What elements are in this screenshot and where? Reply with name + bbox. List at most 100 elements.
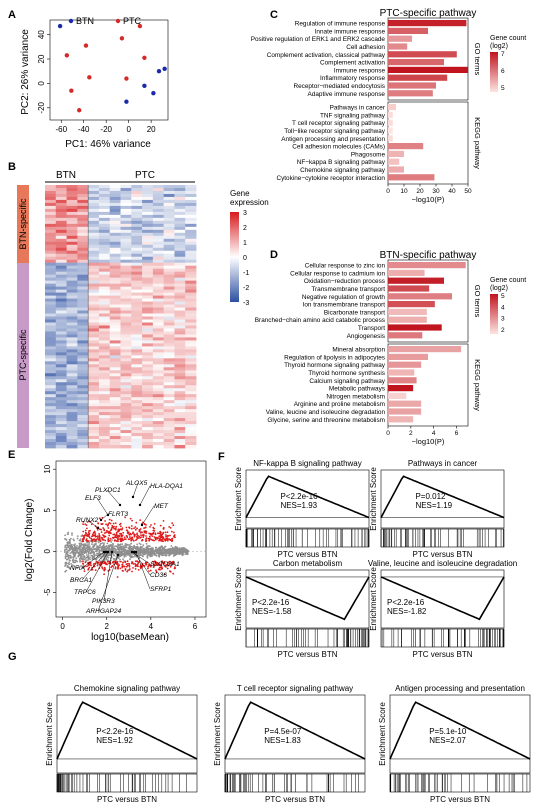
ma-point-ns — [93, 548, 96, 550]
heatmap-cell — [98, 358, 111, 362]
heatmap-cell — [109, 331, 121, 335]
heatmap-cell — [174, 283, 186, 288]
heatmap-cell — [174, 442, 186, 446]
ma-gene-leader — [106, 489, 121, 506]
heatmap-cell — [66, 190, 78, 195]
ma-point-sig — [116, 562, 119, 565]
ma-point-sig — [110, 566, 113, 569]
heatmap-cell — [163, 244, 175, 249]
heatmap-cell — [55, 364, 67, 368]
ma-point-sig — [122, 531, 125, 534]
heatmap-cell — [152, 205, 165, 210]
heatmap-cell — [174, 193, 186, 198]
heatmap-cell — [109, 397, 121, 401]
barD-xtick-label: 6 — [455, 430, 459, 437]
heatmap-cell — [174, 211, 186, 216]
heatmap-cell — [98, 322, 111, 326]
heatmap-cell — [109, 424, 121, 428]
heatmap-cell — [152, 202, 165, 207]
heatmap-cell — [120, 370, 132, 374]
heatmap-cell — [66, 325, 78, 329]
heatmap-cell — [120, 262, 132, 267]
heatmap-cell — [66, 301, 78, 305]
heatmap-cell — [88, 364, 100, 368]
heatmap-cell — [152, 346, 165, 350]
heatmap-cell — [88, 208, 100, 213]
barD-category-label: Mineral absorption — [332, 347, 385, 354]
heatmap-cell — [131, 340, 143, 344]
barD-category-label: Ion transmembrane transport — [303, 302, 386, 309]
heatmap-cell — [55, 385, 67, 389]
heatmap-cell — [77, 388, 89, 392]
gsea-barcode-frame — [380, 528, 505, 548]
heatmap-cell — [142, 421, 154, 425]
heatmap-cell — [88, 400, 100, 404]
heatmap-cell — [120, 421, 132, 425]
ma-point-sig — [94, 569, 97, 572]
ma-point-ns — [118, 552, 121, 555]
heatmap-cell — [142, 418, 154, 422]
ma-point-sig — [154, 536, 157, 539]
heatmap-cell — [45, 211, 57, 216]
barC-bar — [388, 174, 435, 181]
heatmap-cell — [131, 352, 143, 356]
heatmap-cell — [174, 202, 186, 207]
heatmap-cell — [109, 277, 121, 282]
heatmap-cell — [109, 247, 121, 252]
heatmap-cell — [109, 196, 121, 201]
ma-point-ns — [99, 549, 102, 552]
heatmap-cell — [77, 397, 89, 401]
heatmap-cell — [131, 445, 143, 449]
heatmap-cell — [98, 355, 111, 359]
heatmap-cell — [88, 388, 100, 392]
heatmap-cell — [66, 313, 78, 317]
heatmap-cell — [185, 185, 197, 189]
heatmap-cell — [88, 256, 100, 261]
barC-category-label: Antigen processing and presentation — [281, 136, 385, 143]
ma-point-ns — [126, 549, 129, 552]
heatmap-cell — [163, 208, 175, 213]
barC-bar — [388, 82, 436, 89]
heatmap-cell — [88, 436, 100, 440]
heatmap-cell — [45, 361, 57, 365]
heatmap-cell — [152, 421, 165, 425]
heatmap-cell — [55, 235, 67, 240]
heatmap-cell — [120, 403, 132, 407]
heatmap-cell — [142, 415, 154, 419]
ma-point-ns — [176, 550, 179, 553]
ma-point-sig — [82, 523, 84, 526]
heatmap-cell — [98, 325, 111, 329]
heatmap-cell — [77, 334, 89, 338]
ma-point-sig — [92, 534, 94, 537]
heatmap-cell — [98, 268, 111, 273]
heatmap-cell — [109, 241, 121, 246]
heatmap-cell — [88, 211, 100, 216]
heatmap-cell — [88, 226, 100, 231]
barC-category-label: Cell adhesion — [346, 44, 385, 51]
ma-point-sig — [124, 560, 127, 563]
heatmap-cell — [45, 229, 57, 234]
ma-point-ns — [88, 545, 91, 547]
barC-category-label: Cell adhesion molecules (CAMs) — [292, 144, 385, 151]
heatmap-cell — [152, 379, 165, 383]
ma-point-ns — [80, 551, 83, 554]
heatmap-cell — [98, 445, 111, 449]
heatmap-cell — [55, 370, 67, 374]
heatmap-cell — [55, 277, 67, 282]
heatmap-cell — [88, 265, 100, 270]
ma-point-ns — [154, 550, 156, 552]
heatmap-cell — [45, 394, 57, 398]
heatmap-cell — [88, 307, 100, 311]
ma-point-sig — [125, 526, 128, 529]
ma-point-sig — [134, 526, 137, 528]
ma-gene-point — [104, 550, 108, 554]
barD-xtick-label: 0 — [386, 430, 390, 437]
heatmap-cell — [131, 244, 143, 249]
ma-point-ns — [142, 551, 145, 554]
heatmap-cell — [45, 214, 57, 219]
heatmap-cell — [152, 250, 165, 255]
heatmap-cell — [45, 304, 57, 308]
ma-point-ns — [112, 553, 114, 555]
panel-letter-e: E — [8, 449, 15, 461]
heatmap-cell — [174, 223, 186, 228]
